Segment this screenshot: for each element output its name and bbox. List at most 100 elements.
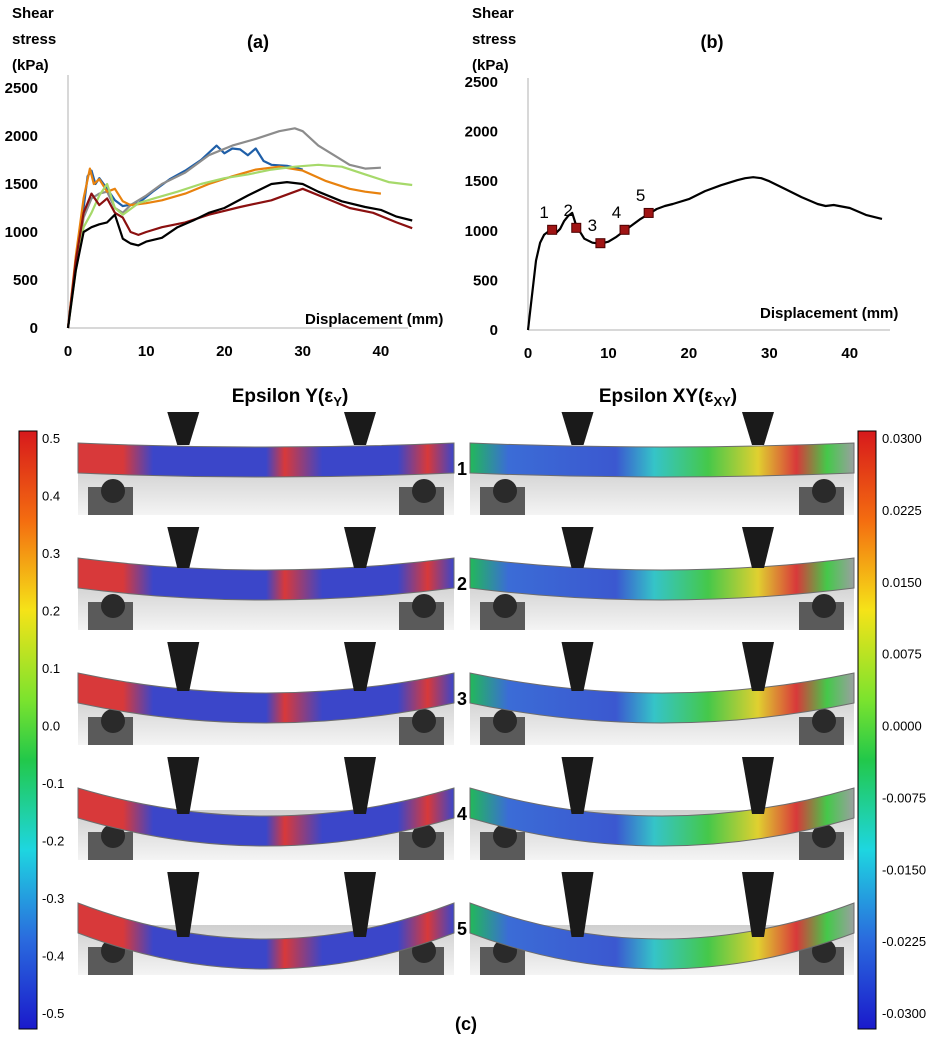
specimen-image-xy	[469, 757, 855, 860]
strain-field-beam	[77, 557, 455, 601]
right-roller	[812, 479, 836, 503]
left-loading-head	[561, 527, 594, 568]
chart-a-series-line	[66, 163, 413, 329]
row-label: 2	[457, 574, 467, 594]
colorbar-right-tick-label: 0.0150	[882, 575, 922, 590]
strain-field-beam	[77, 442, 455, 478]
strain-field-beam	[469, 442, 855, 478]
chart-a-xtick-label: 10	[138, 343, 155, 360]
right-roller	[412, 479, 436, 503]
left-roller	[493, 594, 517, 618]
strain-field-beam	[469, 902, 855, 970]
colorbar-right-tick-label: 0.0300	[882, 431, 922, 446]
specimen-image-y	[77, 872, 455, 975]
chart-b-ytick-label: 2500	[465, 74, 498, 91]
colorbar-left-tick-label: -0.3	[42, 891, 64, 906]
chart-b-marker-label: 3	[588, 216, 597, 235]
chart-a: (a) Shear stress (kPa) Displacement (mm)…	[5, 5, 444, 360]
left-roller	[101, 479, 125, 503]
heading-epsilon-y-subscript: Y	[333, 394, 342, 409]
right-roller	[412, 594, 436, 618]
left-loading-head	[561, 757, 594, 814]
heading-epsilon-xy-title: Epsilon XY(ε	[599, 386, 714, 407]
row-label: 3	[457, 689, 467, 709]
chart-b-marker	[619, 224, 630, 235]
right-loading-head	[344, 412, 376, 445]
colorbar-left-tick-label: -0.5	[42, 1006, 64, 1021]
row-label: 1	[457, 459, 467, 479]
left-roller	[101, 824, 125, 848]
chart-b-ytick-label: 0	[490, 322, 498, 339]
chart-a-xtick-label: 0	[64, 343, 72, 360]
chart-a-ytick-label: 2000	[5, 128, 38, 145]
right-loading-head	[344, 527, 376, 568]
right-loading-head	[344, 642, 376, 691]
chart-a-ylabel-line1: Shear	[12, 5, 54, 22]
chart-b-ytick-label: 500	[473, 272, 498, 289]
left-loading-head	[167, 412, 200, 445]
specimen-image-xy	[469, 412, 855, 515]
chart-a-series-line	[66, 187, 413, 329]
chart-b-xtick-label: 20	[681, 345, 698, 362]
heading-epsilon-xy-subscript: XY	[713, 394, 731, 409]
chart-b-ytick-label: 1500	[465, 173, 498, 190]
strain-field-beam	[469, 672, 855, 724]
left-roller	[101, 594, 125, 618]
chart-b-ytick-label: 1000	[465, 223, 498, 240]
chart-b-xtick-label: 10	[600, 345, 617, 362]
left-roller	[493, 479, 517, 503]
colorbar-right-tick-label: -0.0300	[882, 1006, 926, 1021]
chart-b-xlabel: Displacement (mm)	[760, 305, 898, 322]
chart-b-marker-label: 2	[564, 201, 573, 220]
chart-a-ytick-label: 0	[30, 320, 38, 337]
specimen-image-y	[77, 527, 455, 630]
chart-c-label: (c)	[455, 1014, 477, 1034]
chart-a-ytick-label: 500	[13, 272, 38, 289]
colorbar-right-tick-label: 0.0000	[882, 719, 922, 734]
heading-epsilon-y-close: )	[342, 386, 348, 407]
colorbar-right-tick-label: -0.0075	[882, 790, 926, 805]
specimen-image-y	[77, 412, 455, 515]
colorbar-left	[18, 430, 38, 1030]
strain-field-beam	[469, 787, 855, 847]
heading-epsilon-xy: Epsilon XY(εXY)	[599, 386, 737, 409]
chart-a-label: (a)	[247, 32, 269, 52]
chart-a-series-line	[66, 165, 382, 329]
right-roller	[412, 709, 436, 733]
right-loading-head	[344, 757, 376, 814]
left-loading-head	[561, 872, 594, 937]
chart-b-ytick-label: 2000	[465, 124, 498, 141]
heading-epsilon-xy-close: )	[731, 386, 737, 407]
specimen-image-xy	[469, 872, 855, 975]
left-loading-head	[167, 872, 200, 937]
colorbar-left-tick-label: 0.4	[42, 489, 60, 504]
chart-a-ytick-label: 2500	[5, 80, 38, 97]
right-loading-head	[742, 757, 774, 814]
strain-field-beam	[77, 902, 455, 970]
right-roller	[812, 594, 836, 618]
left-loading-head	[561, 412, 594, 445]
specimen-image-xy	[469, 642, 855, 745]
chart-b-marker-label: 4	[612, 203, 621, 222]
chart-a-ylabel-line3: (kPa)	[12, 57, 49, 74]
chart-a-xlabel: Displacement (mm)	[305, 311, 443, 328]
chart-a-ylabel-line2: stress	[12, 31, 56, 48]
chart-a-series-line	[66, 127, 381, 329]
chart-a-ytick-label: 1000	[5, 224, 38, 241]
chart-b-marker-label: 1	[539, 203, 548, 222]
colorbar-right-tick-label: -0.0150	[882, 862, 926, 877]
strain-field-beam	[469, 557, 855, 601]
right-loading-head	[742, 412, 774, 445]
left-loading-head	[561, 642, 594, 691]
specimen-image-y	[77, 757, 455, 860]
chart-b-ylabel-line2: stress	[472, 31, 516, 48]
specimen-image-xy	[469, 527, 855, 630]
colorbar-left-tick-label: 0.3	[42, 546, 60, 561]
colorbar-left-tick-label: 0.5	[42, 431, 60, 446]
right-loading-head	[742, 527, 774, 568]
chart-b: (b) Shear stress (kPa) Displacement (mm)…	[465, 5, 899, 362]
right-roller	[412, 824, 436, 848]
left-roller	[493, 709, 517, 733]
right-loading-head	[742, 642, 774, 691]
specimen-image-y	[77, 642, 455, 745]
